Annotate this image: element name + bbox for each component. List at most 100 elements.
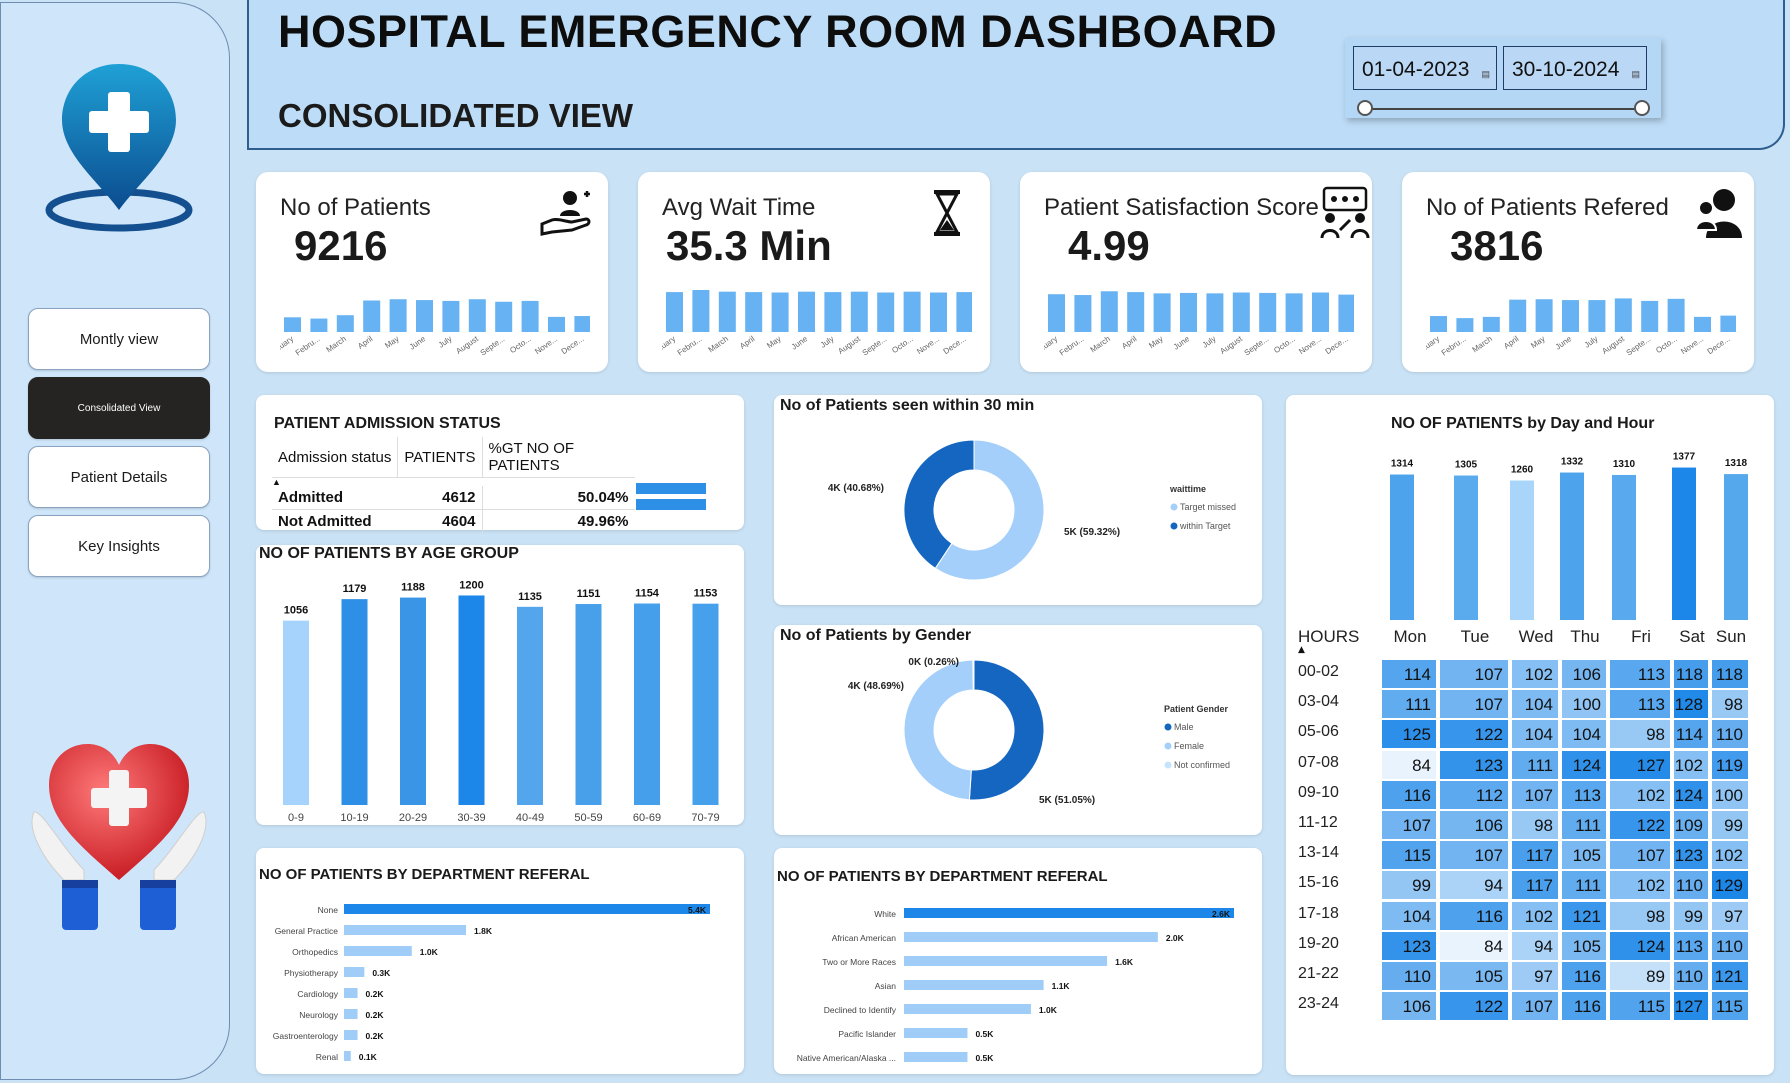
day-column-label[interactable]: Thu: [1570, 627, 1600, 646]
trend-bar: [389, 299, 407, 332]
month-tick-label: July: [1201, 334, 1218, 350]
month-tick-label: August: [1600, 334, 1626, 356]
trend-bar: [745, 292, 763, 332]
category-label: Cardiology: [297, 989, 338, 999]
month-tick-label: May: [765, 334, 783, 350]
x-tick-label: 60-69: [633, 812, 661, 824]
month-tick-label: Nove...: [1297, 334, 1323, 356]
heatmap-cell: 111: [1382, 690, 1436, 719]
month-tick-label: Febru...: [1058, 334, 1086, 357]
heatmap-cell: 106: [1382, 992, 1436, 1021]
admission-share-bar: [636, 483, 707, 494]
nav-consolidated-view-button[interactable]: Consolidated View: [28, 377, 210, 439]
hourglass-icon: [934, 190, 960, 236]
category-bar: [904, 956, 1108, 966]
nav-key-insights-button[interactable]: Key Insights: [28, 515, 210, 577]
heatmap-cell: 122: [1610, 811, 1670, 839]
referral-icon: [1694, 189, 1742, 238]
heatmap-cell: 124: [1610, 931, 1670, 960]
wait-target-panel: No of Patients seen within 30 min 5K (59…: [774, 395, 1262, 605]
heatmap-cell: 102: [1674, 750, 1708, 779]
date-slider-start-handle[interactable]: [1357, 100, 1373, 116]
race-referral-panel: NO OF PATIENTS BY DEPARTMENT REFERAL Whi…: [774, 848, 1262, 1074]
month-tick-label: April: [1120, 334, 1138, 351]
trend-bar: [718, 291, 736, 332]
trend-bar: [1667, 298, 1685, 332]
hour-row-label: 19-20: [1298, 934, 1339, 952]
heatmap-cell: 94: [1512, 931, 1558, 960]
nav-monthly-view-button[interactable]: Montly view: [28, 308, 210, 370]
data-label: 0.3K: [372, 968, 391, 978]
legend-marker: [1164, 761, 1172, 769]
data-label: 1318: [1725, 458, 1748, 469]
data-label: 1.0K: [1039, 1005, 1058, 1015]
sort-arrow-icon[interactable]: ▲: [272, 477, 281, 487]
day-column-label[interactable]: Fri: [1631, 627, 1651, 646]
month-tick-label: Octo...: [1272, 334, 1296, 355]
day-column-label[interactable]: Sat: [1679, 627, 1705, 646]
category-bar: [344, 1051, 351, 1061]
heatmap-cell: 111: [1512, 750, 1558, 779]
chart-title: No of Patients by Gender: [780, 627, 972, 644]
month-tick-label: June: [408, 334, 428, 352]
gender-donut-chart: 5K (51.05%) 4K (48.69%) 0K (0.26%) Patient …: [848, 657, 1230, 806]
trend-bar: [363, 300, 381, 332]
heatmap-cell: 99: [1674, 901, 1708, 930]
heatmap-cell: 97: [1712, 901, 1748, 930]
heatmap-cell: 107: [1382, 811, 1436, 839]
day-column-label[interactable]: Tue: [1460, 627, 1490, 646]
chart-title: NO OF PATIENTS BY AGE GROUP: [259, 545, 519, 562]
category-bar: [344, 925, 466, 935]
heatmap-cell: 94: [1440, 871, 1508, 900]
month-tick-label: June: [1172, 334, 1192, 352]
day-column-label[interactable]: Sun: [1715, 627, 1747, 646]
slice-data-label: 5K (59.32%): [1064, 527, 1120, 538]
date-range-slicer: 01-04-2023 ▤ 30-10-2024 ▤: [1345, 38, 1661, 118]
kpi-card-wait-time: Avg Wait Time 35.3 Min January Febru... Ma…: [638, 172, 990, 372]
end-date-field[interactable]: 30-10-2024 ▤: [1503, 46, 1647, 90]
heatmap-cell: 125: [1382, 720, 1436, 749]
kpi-card-patients: No of Patients 9216 January Febru... March…: [256, 172, 608, 372]
legend-title: waittime: [1169, 484, 1206, 494]
age-bar: [283, 620, 309, 805]
data-label: 1.0K: [420, 947, 439, 957]
x-tick-label: 30-39: [457, 812, 485, 824]
column-header[interactable]: PATIENTS: [397, 437, 483, 478]
day-bar: [1672, 467, 1696, 620]
category-label: Asian: [875, 981, 897, 991]
donut-slice: [934, 439, 1045, 581]
data-label: 1.1K: [1052, 981, 1071, 991]
date-slider-track[interactable]: [1365, 108, 1643, 110]
table-cell: 49.96%: [482, 509, 635, 533]
trend-bar: [903, 291, 921, 332]
hours-column-header[interactable]: HOURS: [1298, 627, 1360, 646]
category-bar: [904, 932, 1158, 942]
heatmap-cell: 106: [1440, 811, 1508, 839]
month-tick-label: Dece...: [1706, 334, 1732, 356]
month-tick-label: Febru...: [294, 334, 322, 357]
heatmap-cell: 89: [1610, 962, 1670, 990]
column-header[interactable]: Admission status: [272, 437, 399, 478]
date-slider-end-handle[interactable]: [1634, 100, 1650, 116]
day-column-label[interactable]: Wed: [1518, 627, 1554, 646]
age-bar: [692, 603, 719, 805]
hour-row-label: 21-22: [1298, 965, 1339, 982]
day-column-label[interactable]: Mon: [1393, 627, 1427, 646]
heatmap-cell: 128: [1674, 690, 1708, 719]
legend-label: within Target: [1179, 521, 1231, 531]
sort-arrow-icon[interactable]: ▲: [1298, 645, 1305, 655]
calendar-icon[interactable]: ▤: [1631, 69, 1640, 79]
hour-row-label: 23-24: [1298, 995, 1339, 1013]
calendar-icon[interactable]: ▤: [1481, 69, 1490, 79]
category-bar: [344, 1030, 358, 1040]
category-bar: [904, 980, 1044, 990]
nav-patient-details-button[interactable]: Patient Details: [28, 446, 210, 508]
heatmap-cell: 107: [1440, 690, 1508, 719]
column-header[interactable]: %GT NO OF PATIENTS: [482, 437, 635, 478]
start-date-field[interactable]: 01-04-2023 ▤: [1353, 46, 1497, 90]
legend-label: Male: [1174, 722, 1194, 732]
wait-target-donut-chart: 5K (59.32%) 4K (40.68%) waittime Target mis…: [828, 439, 1236, 581]
